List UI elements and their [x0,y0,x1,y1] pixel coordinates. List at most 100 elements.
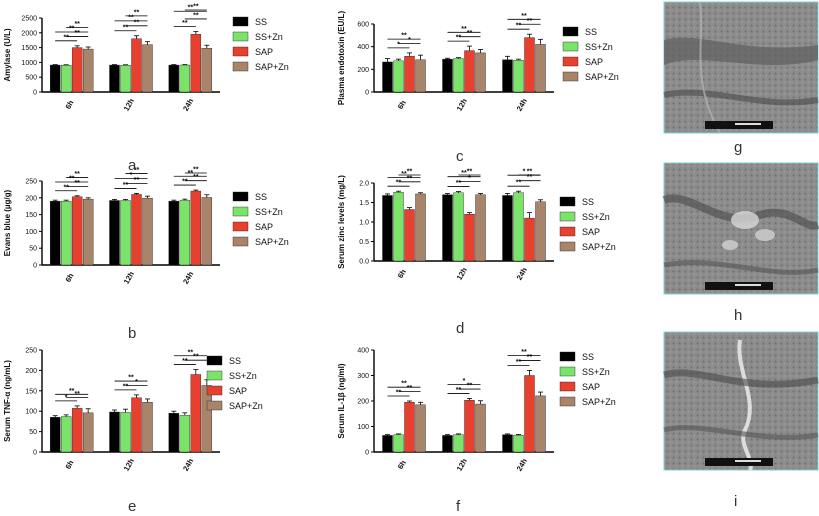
y-tick-label: 1500 [21,45,37,52]
legend-swatch [559,381,576,392]
bar [71,408,83,453]
bar [60,65,72,93]
significance-mark: ** [134,9,140,16]
bar [179,415,191,453]
y-tick-label: 1000 [21,60,37,67]
significance-mark: ** [123,383,129,390]
y-tick-label: 200 [357,67,369,74]
panel-d: 0.0 0.5 1.0 1.5 2.0 Serum zinc levels (mg/L) 6… [337,169,616,282]
y-tick-label: 0 [365,450,369,457]
bar [168,413,180,453]
legend-swatch [559,196,576,207]
bar [415,404,426,453]
bar [513,60,524,93]
significance-mark: ** [74,171,80,178]
legend-swatch [559,396,576,407]
category-label: 6h [396,98,408,110]
y-axis-title: Evans blue (µg/g) [3,189,12,256]
significance-mark: ** [188,349,194,356]
y-axis-title: Serum zinc levels (mg/L) [337,175,346,269]
significance-mark: ** [134,167,140,174]
legend-swatch [232,61,249,72]
panel-letter-d: d [456,320,464,337]
micrograph-h [662,162,819,295]
bar [464,400,475,453]
bar [109,200,120,266]
significance-mark: ** [193,4,199,11]
micrograph-label-g: g [734,139,742,156]
bar [464,50,475,93]
panel-f: 0 100 200 300 400 Serum IL-1β (ng/ml) 6h 12h 24h… [337,348,616,473]
significance-mark: * [397,41,400,48]
y-tick-label: 0.5 [359,239,369,246]
bar [513,434,524,453]
bar [131,397,142,453]
significance-mark: ** [193,12,199,19]
category-label: 12h [455,266,469,282]
significance-mark: ** [461,170,467,177]
bar [453,58,464,93]
significance-mark: ** [467,169,473,176]
bar [393,434,404,453]
panel-b: 0 50 100 150 200 250 Evans blue (µg/g) 6h 12h 24h… [3,167,289,286]
y-tick-label: 200 [357,399,369,406]
bar [453,192,464,262]
significance-mark: ** [516,359,522,366]
bar [190,34,202,93]
bar [475,194,486,262]
significance-mark: ** [182,179,188,186]
y-tick-label: 1.0 [359,220,369,227]
significance-mark: ** [527,169,533,176]
significance-mark: ** [188,5,194,12]
significance-mark: ** [456,35,462,42]
significance-mark: ** [128,14,134,21]
category-label: 6h [396,267,408,279]
legend-swatch [206,355,223,366]
significance-mark: ** [407,385,413,392]
bar [201,47,213,93]
significance-mark: ** [467,30,473,37]
legend-swatch [232,221,249,232]
category-label: 12h [122,270,136,286]
significance-mark: ** [527,174,533,181]
panel-letter-f: f [456,498,461,515]
y-tick-label: 100 [25,409,37,416]
category-label: 6h [63,98,75,110]
legend-swatch [232,31,249,42]
y-tick-label: 2500 [21,16,37,23]
y-tick-label: 100 [357,424,369,431]
legend-label: SS+Zn [255,207,283,217]
bar [201,385,213,453]
y-tick-label: 150 [25,388,37,395]
legend-swatch [232,206,249,217]
bar [71,196,83,266]
bar [415,59,426,93]
legend-swatch [562,41,579,52]
category-label: 12h [122,457,136,473]
legend-swatch [562,56,579,67]
legend-label: SS [229,356,241,366]
significance-mark: ** [521,13,527,20]
y-tick-label: 0 [33,450,37,457]
significance-mark: ** [128,375,134,382]
legend-label: SAP [255,222,273,232]
y-tick-label: 0 [33,90,37,97]
bar [190,374,202,453]
significance-mark: ** [407,175,413,182]
panel-c: 0 200 400 600 Plasma endotoxin (EU/L) 6h 12h 24… [337,11,619,113]
bar [404,209,415,262]
y-tick-label: 300 [357,373,369,380]
significance-mark: ** [134,177,140,184]
significance-mark: ** [74,30,80,37]
legend-label: SAP [229,386,247,396]
bar [49,64,61,93]
y-tick-label: 0 [365,90,369,97]
bar [404,56,415,93]
bar [524,217,535,262]
panel-letter-b: b [128,325,136,342]
bar [382,61,393,93]
category-label: 6h [63,458,75,470]
legend-label: SAP+Zn [255,237,289,247]
significance-mark: ** [456,387,462,394]
bar [502,59,513,93]
